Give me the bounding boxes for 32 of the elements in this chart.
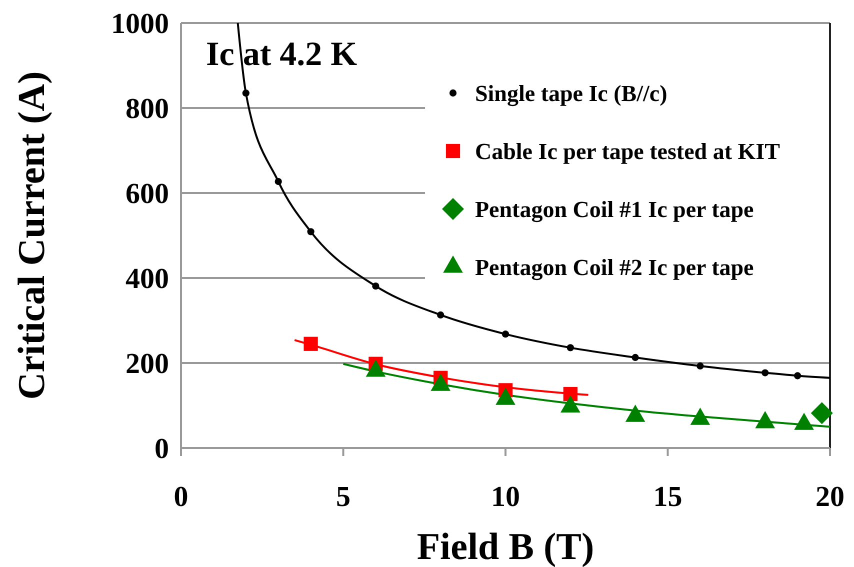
x-tick-label: 15 bbox=[653, 481, 682, 513]
point bbox=[242, 90, 250, 97]
y-axis-title: Critical Current (A) bbox=[11, 71, 53, 400]
point bbox=[762, 369, 769, 376]
y-tick-label: 0 bbox=[154, 433, 169, 466]
point bbox=[794, 372, 802, 380]
point bbox=[696, 362, 704, 370]
y-tick-label: 800 bbox=[126, 93, 169, 126]
point bbox=[810, 402, 833, 424]
point bbox=[304, 336, 318, 351]
y-tick-label: 1000 bbox=[111, 8, 169, 40]
x-axis-title: Field B (T) bbox=[416, 526, 594, 567]
y-tick-label: 200 bbox=[126, 348, 169, 380]
point bbox=[566, 344, 574, 352]
point bbox=[502, 330, 510, 338]
legend-label: Pentagon Coil #2 Ic per tape bbox=[475, 255, 754, 282]
point bbox=[437, 311, 444, 319]
legend-label: Pentagon Coil #1 Ic per tape bbox=[475, 197, 754, 224]
point bbox=[632, 354, 639, 362]
point bbox=[307, 228, 314, 236]
annotation: Ic at 4.2 K bbox=[206, 36, 358, 73]
x-tick-label: 0 bbox=[174, 481, 188, 513]
y-tick-label: 400 bbox=[126, 263, 169, 296]
point bbox=[274, 178, 282, 186]
legend-label: Cable Ic per tape tested at KIT bbox=[475, 139, 780, 164]
x-tick-label: 5 bbox=[336, 481, 350, 513]
legend-label: Single tape Ic (B//c) bbox=[475, 81, 668, 108]
x-tick-label: 20 bbox=[816, 481, 844, 513]
point bbox=[372, 282, 380, 290]
line-series bbox=[236, 22, 831, 380]
y-tick-label: 600 bbox=[126, 178, 169, 210]
x-tick-label: 10 bbox=[491, 481, 520, 513]
